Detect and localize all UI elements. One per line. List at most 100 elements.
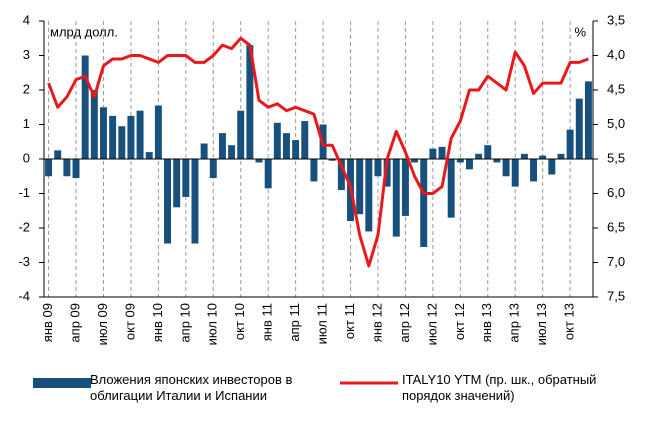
x-tick-label: окт 10 bbox=[232, 303, 247, 340]
x-tick-label: июл 09 bbox=[95, 303, 110, 345]
x-tick-label: июл 13 bbox=[534, 303, 549, 345]
bar bbox=[401, 159, 409, 216]
x-tick-label: июл 12 bbox=[424, 303, 439, 345]
bar bbox=[557, 153, 565, 159]
bar bbox=[282, 133, 290, 159]
bar bbox=[54, 150, 62, 159]
y2-tick-label: 6,5 bbox=[607, 219, 625, 234]
y2-tick-label: 7,0 bbox=[607, 254, 625, 269]
bar bbox=[484, 145, 492, 159]
bar bbox=[45, 159, 53, 177]
bar bbox=[191, 159, 199, 244]
bar bbox=[447, 159, 455, 218]
bar bbox=[136, 110, 144, 159]
bar bbox=[530, 159, 538, 182]
y-tick-label: 1 bbox=[23, 116, 30, 131]
y2-tick-label: 5,0 bbox=[607, 116, 625, 131]
x-tick-label: июл 11 bbox=[315, 303, 330, 344]
bar bbox=[548, 159, 556, 175]
y2-tick-label: 7,5 bbox=[607, 288, 625, 303]
bar bbox=[72, 159, 80, 178]
x-tick-label: янв 11 bbox=[260, 303, 275, 341]
bar bbox=[173, 159, 181, 208]
y2-tick-label: 3,5 bbox=[607, 12, 625, 27]
bar bbox=[127, 115, 135, 159]
bar bbox=[493, 159, 501, 163]
bar bbox=[365, 159, 373, 232]
bar bbox=[420, 159, 428, 247]
bar bbox=[209, 159, 217, 178]
x-tick-label: апр 12 bbox=[397, 303, 412, 343]
bar bbox=[511, 159, 519, 187]
legend-swatch-bar bbox=[33, 378, 91, 388]
x-tick-label: янв 12 bbox=[369, 303, 384, 342]
line bbox=[47, 36, 589, 268]
bar bbox=[292, 140, 300, 159]
y-tick-label: 3 bbox=[23, 47, 30, 62]
bar bbox=[118, 126, 126, 159]
y2-axis-label: % bbox=[574, 24, 586, 39]
bar bbox=[237, 110, 245, 159]
bar bbox=[392, 159, 400, 237]
bar bbox=[228, 145, 236, 159]
x-tick-label: апр 09 bbox=[67, 303, 82, 343]
x-tick-label: окт 09 bbox=[122, 303, 137, 340]
y-tick-label: 4 bbox=[23, 12, 30, 27]
bar bbox=[356, 159, 364, 215]
bar bbox=[566, 129, 574, 159]
bar bbox=[164, 159, 172, 244]
y-tick-label: -3 bbox=[18, 254, 30, 269]
bar bbox=[255, 159, 263, 163]
x-tick-label: янв 13 bbox=[479, 303, 494, 342]
y-tick-label: -2 bbox=[18, 219, 30, 234]
y2-tick-label: 4,0 bbox=[607, 47, 625, 62]
y2-tick-label: 6,0 bbox=[607, 185, 625, 200]
y-tick-label: 0 bbox=[23, 150, 30, 165]
bar bbox=[520, 153, 528, 159]
bar bbox=[456, 159, 464, 163]
bar bbox=[273, 122, 281, 159]
bar bbox=[154, 105, 162, 159]
bar bbox=[310, 159, 318, 182]
bar bbox=[465, 159, 473, 170]
y2-tick-label: 4,5 bbox=[607, 81, 625, 96]
bar bbox=[438, 146, 446, 159]
x-tick-label: янв 10 bbox=[150, 303, 165, 342]
bar bbox=[383, 159, 391, 187]
x-tick-label: апр 13 bbox=[507, 303, 522, 343]
bar bbox=[182, 159, 190, 197]
legend-line: ITALY10 YTM (пр. шк., обратный порядок з… bbox=[402, 372, 597, 403]
bar bbox=[575, 98, 583, 159]
y-tick-label: -4 bbox=[18, 288, 30, 303]
y-axis-label: млрд долл. bbox=[50, 24, 118, 39]
bar bbox=[475, 153, 483, 159]
bar bbox=[502, 159, 510, 177]
y2-tick-label: 5,5 bbox=[607, 150, 625, 165]
bar bbox=[301, 121, 309, 159]
bar bbox=[429, 148, 437, 159]
bar bbox=[411, 159, 419, 163]
y-tick-label: -1 bbox=[18, 185, 30, 200]
x-tick-label: янв 09 bbox=[40, 303, 55, 342]
x-tick-label: июл 10 bbox=[205, 303, 220, 345]
x-tick-label: окт 13 bbox=[562, 303, 577, 340]
bar bbox=[109, 115, 117, 159]
bar bbox=[584, 81, 592, 159]
bar bbox=[374, 159, 382, 177]
bar bbox=[337, 159, 345, 191]
chart: млрд долл. % янв 09 апр 09 июл 09 окт 09 янв… bbox=[18, 12, 625, 345]
bar bbox=[81, 55, 89, 159]
y-tick-label: 2 bbox=[23, 81, 30, 96]
bar bbox=[218, 133, 226, 159]
x-tick-label: окт 12 bbox=[452, 303, 467, 340]
bar bbox=[264, 159, 272, 189]
x-tick-label: апр 10 bbox=[177, 303, 192, 343]
legend-bar: Вложения японских инвесторов в облигации… bbox=[90, 372, 293, 403]
x-tick-label: окт 11 bbox=[342, 303, 357, 339]
bar bbox=[200, 143, 208, 159]
bar bbox=[539, 155, 547, 159]
swatch bbox=[33, 378, 91, 388]
bar bbox=[99, 107, 107, 159]
bar bbox=[246, 45, 254, 159]
